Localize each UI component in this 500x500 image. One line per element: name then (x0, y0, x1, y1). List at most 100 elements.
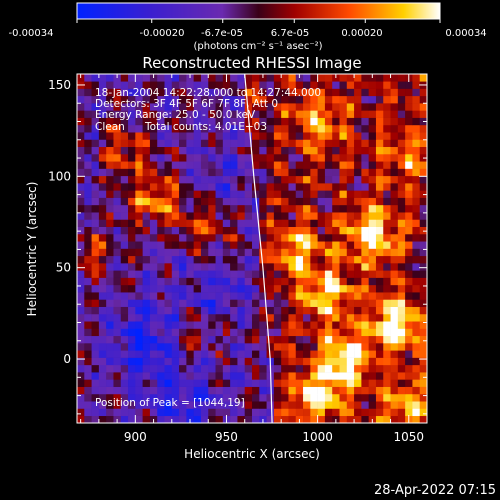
heatmap-cell (397, 270, 406, 278)
heatmap-cell (120, 270, 129, 278)
heatmap-cell (375, 379, 384, 387)
heatmap-cell (149, 343, 158, 351)
heatmap-cell (98, 284, 107, 293)
heatmap-cell (200, 284, 209, 293)
heatmap-cell (157, 386, 165, 395)
heatmap-cell (310, 313, 318, 322)
heatmap-cell (303, 241, 311, 249)
heatmap-cell (230, 379, 238, 387)
heatmap-cell (171, 350, 180, 358)
heatmap-cell (157, 343, 165, 351)
heatmap-cell (77, 284, 85, 293)
heatmap-cell (215, 270, 224, 278)
heatmap-cell (354, 343, 362, 351)
heatmap-cell (91, 175, 100, 184)
heatmap-cell (84, 335, 92, 344)
heatmap-cell (295, 153, 304, 162)
heatmap-cell (98, 168, 107, 177)
heatmap-cell (171, 306, 180, 315)
heatmap-cell (84, 190, 92, 198)
detectors-text: Detectors: 3F 4F 5F 6F 7F 8F, Att 0 (95, 98, 278, 110)
heatmap-cell (106, 335, 114, 344)
heatmap-cell (390, 357, 399, 366)
heatmap-cell (288, 386, 297, 395)
heatmap-cell (244, 103, 253, 111)
heatmap-cell (208, 306, 216, 315)
heatmap-cell (222, 401, 231, 409)
heatmap-cell (390, 255, 399, 264)
heatmap-cell (273, 81, 282, 89)
heatmap-cell (252, 299, 260, 307)
heatmap-cell (186, 153, 194, 162)
heatmap-cell (288, 219, 297, 227)
heatmap-cell (200, 372, 209, 380)
heatmap-cell (412, 328, 421, 337)
heatmap-cell (361, 95, 369, 104)
heatmap-cell (390, 74, 399, 82)
heatmap-cell (200, 263, 209, 271)
heatmap-cell (354, 364, 362, 373)
heatmap-cell (303, 124, 311, 133)
heatmap-cell (390, 153, 399, 162)
heatmap-cell (346, 88, 355, 97)
heatmap-cell (310, 321, 318, 329)
heatmap-cell (142, 386, 151, 395)
heatmap-cell (164, 241, 173, 249)
heatmap-cell (193, 153, 202, 162)
heatmap-cell (288, 197, 297, 206)
heatmap-cell (193, 350, 202, 358)
heatmap-cell (157, 95, 165, 104)
heatmap-cell (106, 146, 114, 155)
heatmap-cell (375, 313, 384, 322)
heatmap-cell (164, 350, 173, 358)
heatmap-cell (106, 95, 114, 104)
heatmap-cell (237, 270, 246, 278)
heatmap-cell (273, 212, 282, 220)
heatmap-cell (390, 328, 399, 337)
heatmap-cell (142, 364, 151, 373)
heatmap-cell (324, 313, 333, 322)
heatmap-cell (281, 284, 289, 293)
heatmap-cell (164, 357, 173, 366)
heatmap-cell (339, 263, 348, 271)
heatmap-cell (200, 321, 209, 329)
heatmap-cell (405, 248, 413, 257)
heatmap-cell (354, 110, 362, 118)
heatmap-cell (390, 415, 399, 423)
heatmap-cell (200, 219, 209, 227)
heatmap-cell (120, 74, 129, 82)
heatmap-cell (324, 219, 333, 227)
heatmap-cell (149, 161, 158, 169)
heatmap-cell (354, 226, 362, 235)
heatmap-cell (266, 335, 275, 344)
heatmap-cell (113, 153, 122, 162)
heatmap-cell (324, 263, 333, 271)
heatmap-cell (244, 393, 253, 402)
heatmap-cell (332, 379, 340, 387)
heatmap-cell (339, 292, 348, 300)
heatmap-cell (397, 343, 406, 351)
heatmap-cell (179, 364, 187, 373)
heatmap-cell (164, 226, 173, 235)
heatmap-cell (405, 204, 413, 213)
heatmap-cell (135, 263, 143, 271)
heatmap-cell (383, 190, 391, 198)
heatmap-cell (383, 379, 391, 387)
heatmap-cell (179, 299, 187, 307)
annotation-block: 18-Jan-2004 14:22:28.000 to 14:27:44.000… (95, 87, 321, 409)
heatmap-cell (193, 335, 202, 344)
heatmap-cell (222, 161, 231, 169)
heatmap-cell (208, 124, 216, 133)
heatmap-cell (193, 393, 202, 402)
heatmap-cell (259, 124, 267, 133)
heatmap-cell (390, 379, 399, 387)
heatmap-cell (164, 313, 173, 322)
heatmap-cell (91, 95, 100, 104)
heatmap-cell (310, 335, 318, 344)
heatmap-cell (412, 132, 421, 140)
heatmap-cell (215, 313, 224, 322)
heatmap-cell (252, 408, 260, 417)
heatmap-cell (419, 415, 427, 423)
heatmap-cell (186, 219, 194, 227)
heatmap-cell (252, 183, 260, 191)
